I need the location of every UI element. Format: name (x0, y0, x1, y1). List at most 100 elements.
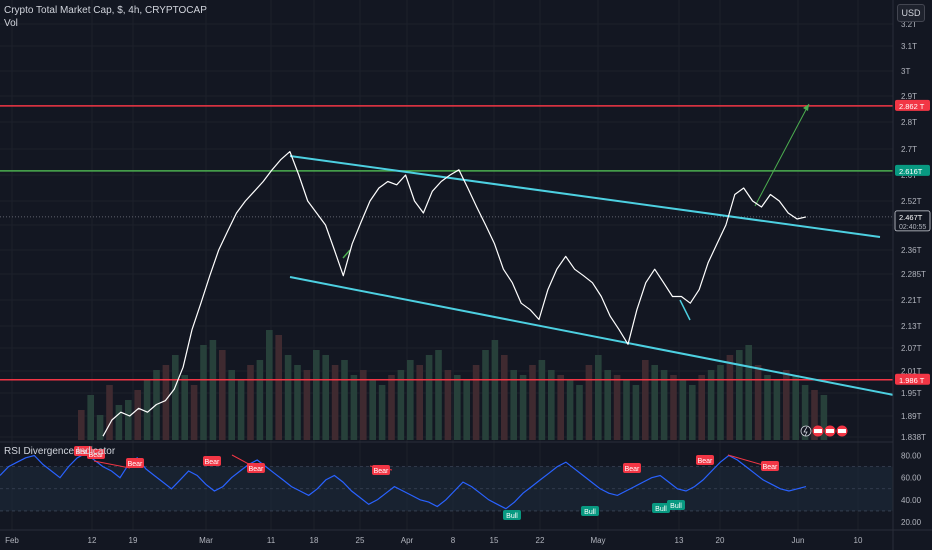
projection-arrowhead (803, 104, 809, 111)
lightning-bolt (803, 426, 808, 437)
volume-bar (820, 395, 828, 440)
volume-label[interactable]: Vol (4, 18, 18, 29)
time-tick-label: 18 (310, 536, 319, 545)
countdown-label: 02:40:55 (899, 224, 926, 231)
bull-signal-badge (503, 510, 521, 520)
volume-bar (416, 365, 423, 440)
volume-bar (172, 355, 179, 440)
volume-bar (181, 375, 188, 440)
volume-bar (388, 375, 395, 440)
volume-bar (670, 375, 677, 440)
price-tick-label: 2.52T (901, 197, 922, 206)
volume-bar (707, 370, 715, 440)
price-tick-label: 3T (901, 67, 910, 76)
volume-bar (275, 335, 282, 440)
volume-bar (548, 370, 555, 440)
time-tick-label: 20 (716, 536, 725, 545)
bull-signal-label: Bull (584, 509, 596, 516)
volume-bar (660, 370, 668, 440)
volume-bar (143, 380, 151, 440)
price-tick-label: 2.8T (901, 118, 917, 127)
volume-bar (378, 385, 386, 440)
volume-bar (369, 380, 376, 440)
projection-arrow (754, 103, 810, 207)
horizontal-levels (0, 105, 893, 381)
volume-bar (313, 350, 320, 440)
volume-bar (266, 330, 273, 440)
time-tick-label: 25 (356, 536, 365, 545)
volume-bar (642, 360, 649, 440)
volume-bar (576, 385, 583, 440)
bear-signal-label: Bear (374, 468, 389, 475)
price-axis[interactable]: 3.2T3.1T3T2.9T2.8T2.7T2.6T2.52T2.44T2.36… (892, 0, 932, 550)
bear-signal-label: Bear (763, 464, 778, 471)
volume-bar (209, 340, 217, 440)
volume-bar (78, 410, 85, 440)
volume-bar (538, 360, 546, 440)
volume-bar (510, 370, 517, 440)
volume-bar (454, 375, 461, 440)
volume-bar (801, 385, 809, 440)
event-badge-inner (838, 429, 846, 433)
volume-bar (219, 350, 226, 440)
volume-bar (491, 340, 499, 440)
bear-signal-badge (126, 458, 144, 468)
channel-upper-line (289, 155, 881, 238)
price-marker-bg (894, 210, 931, 232)
bull-signal-label: Bull (655, 506, 667, 513)
price-tick-label: 2.13T (901, 322, 922, 331)
volume-bar (679, 380, 687, 440)
chart-header: Crypto Total Market Cap, $, 4h, CRYPTOCA… (4, 4, 207, 30)
volume-bar (425, 355, 433, 440)
volume-bar (604, 370, 611, 440)
symbol-title[interactable]: Crypto Total Market Cap, $, 4h, CRYPTOCA… (4, 5, 207, 16)
bull-signal-badge (652, 503, 670, 513)
volume-bar (237, 380, 245, 440)
currency-button[interactable]: USD (897, 4, 925, 22)
volume-bar (350, 375, 358, 440)
bear-signal-badge (761, 461, 779, 471)
event-icons[interactable] (800, 425, 848, 437)
time-tick-label: 22 (536, 536, 545, 545)
event-badge-inner (826, 429, 834, 433)
time-tick-label: 13 (675, 536, 684, 545)
time-axis[interactable]: Feb 12 19 Mar 11 18 25 Apr 8 15 22 May 13 20 Jun 10 (0, 529, 932, 545)
volume-bar (501, 355, 508, 440)
time-tick-label: 19 (129, 536, 138, 545)
volume-bar (557, 375, 564, 440)
volume-bar (736, 350, 743, 440)
volume-bar (200, 345, 207, 440)
price-tick-label: 3.1T (901, 42, 917, 51)
price-marker-label: 1.986 T (899, 376, 925, 385)
rsi-indicator-label[interactable]: RSI Divergence Indicator (4, 446, 116, 457)
volume-bar (613, 375, 621, 440)
time-tick-label: 12 (88, 536, 97, 545)
volume-bar (689, 385, 696, 440)
price-marker-label: 2.862 T (899, 102, 925, 111)
bull-signal-label: Bull (670, 503, 682, 510)
volume-bars (78, 330, 828, 440)
rsi-tick-label: 60.00 (901, 474, 922, 483)
volume-bar (435, 350, 442, 440)
rsi-tick-label: 20.00 (901, 518, 922, 527)
bull-signal-label: Bull (506, 513, 518, 520)
trend-segment (679, 299, 691, 321)
bull-signal-badge (667, 500, 685, 510)
volume-bar (106, 385, 113, 440)
volume-bar (463, 380, 470, 440)
price-tick-label: 2.21T (901, 296, 922, 305)
price-tick-label: 3.2T (901, 20, 917, 29)
volume-bar (360, 370, 367, 440)
volume-bar (783, 370, 790, 440)
price-tick-label: 1.95T (901, 389, 922, 398)
rsi-tick-label: 80.00 (901, 452, 922, 461)
rsi-panel (0, 441, 893, 512)
volume-bar (717, 365, 724, 440)
trend-channel (289, 103, 905, 398)
volume-bar (134, 390, 141, 440)
time-tick-label: Mar (199, 536, 213, 545)
volume-bar (595, 355, 602, 440)
price-tick-label: 1.89T (901, 412, 922, 421)
